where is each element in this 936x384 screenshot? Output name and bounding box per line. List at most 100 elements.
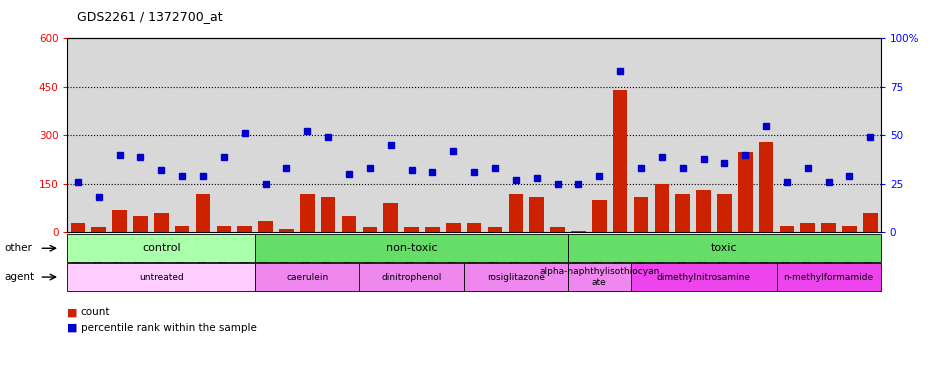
Text: agent: agent bbox=[5, 272, 35, 282]
Bar bbox=[171, 38, 193, 232]
Bar bbox=[154, 213, 168, 232]
Bar bbox=[110, 38, 130, 232]
Bar bbox=[403, 227, 418, 232]
Text: percentile rank within the sample: percentile rank within the sample bbox=[80, 323, 256, 333]
Bar bbox=[630, 38, 651, 232]
Bar bbox=[817, 38, 838, 232]
Bar bbox=[838, 38, 859, 232]
Bar bbox=[651, 38, 671, 232]
Text: other: other bbox=[5, 243, 33, 253]
Bar bbox=[234, 38, 255, 232]
Bar bbox=[317, 38, 338, 232]
Bar bbox=[446, 223, 461, 232]
Bar bbox=[817, 38, 838, 232]
Bar bbox=[213, 38, 234, 232]
Bar bbox=[130, 38, 151, 232]
Text: rosiglitazone: rosiglitazone bbox=[487, 273, 544, 281]
Text: n-methylformamide: n-methylformamide bbox=[782, 273, 872, 281]
Bar bbox=[362, 227, 377, 232]
Bar bbox=[359, 38, 380, 232]
Bar bbox=[693, 38, 713, 232]
Bar bbox=[421, 38, 443, 232]
Bar bbox=[112, 210, 126, 232]
Bar bbox=[92, 227, 106, 232]
Bar bbox=[383, 203, 398, 232]
Bar bbox=[258, 221, 272, 232]
Bar bbox=[776, 38, 797, 232]
Bar bbox=[401, 38, 421, 232]
Bar bbox=[754, 38, 776, 232]
Bar bbox=[797, 38, 817, 232]
Bar bbox=[841, 226, 856, 232]
Bar bbox=[466, 223, 481, 232]
Bar bbox=[255, 38, 276, 232]
Bar bbox=[297, 38, 317, 232]
Bar bbox=[70, 223, 85, 232]
Bar bbox=[716, 194, 731, 232]
Bar bbox=[693, 38, 713, 232]
Bar bbox=[151, 38, 171, 232]
Bar bbox=[651, 38, 671, 232]
Bar bbox=[342, 216, 356, 232]
Text: non-toxic: non-toxic bbox=[386, 243, 437, 253]
Bar bbox=[505, 38, 526, 232]
Bar bbox=[110, 38, 130, 232]
Bar bbox=[526, 38, 547, 232]
Bar bbox=[175, 226, 189, 232]
Bar bbox=[526, 38, 547, 232]
Bar bbox=[671, 38, 693, 232]
Bar bbox=[654, 184, 668, 232]
Bar bbox=[547, 38, 567, 232]
Bar bbox=[171, 38, 193, 232]
Bar bbox=[609, 38, 630, 232]
Bar bbox=[67, 38, 88, 232]
Bar bbox=[196, 194, 210, 232]
Bar bbox=[754, 38, 776, 232]
Bar bbox=[612, 90, 627, 232]
Bar bbox=[88, 38, 110, 232]
Bar bbox=[484, 38, 505, 232]
Bar bbox=[216, 226, 231, 232]
Bar bbox=[862, 213, 877, 232]
Bar bbox=[234, 38, 255, 232]
Text: alpha-naphthylisothiocyan
ate: alpha-naphthylisothiocyan ate bbox=[538, 267, 659, 287]
Bar bbox=[549, 227, 564, 232]
Bar bbox=[799, 223, 814, 232]
Bar bbox=[609, 38, 630, 232]
Bar bbox=[213, 38, 234, 232]
Bar bbox=[505, 38, 526, 232]
Bar bbox=[279, 229, 293, 232]
Bar bbox=[421, 38, 443, 232]
Bar bbox=[776, 38, 797, 232]
Bar bbox=[443, 38, 463, 232]
Bar bbox=[758, 142, 772, 232]
Bar bbox=[633, 197, 648, 232]
Bar bbox=[567, 38, 588, 232]
Bar bbox=[380, 38, 401, 232]
Bar bbox=[713, 38, 734, 232]
Bar bbox=[425, 227, 439, 232]
Bar bbox=[588, 38, 609, 232]
Bar bbox=[237, 226, 252, 232]
Bar bbox=[797, 38, 817, 232]
Bar bbox=[671, 38, 693, 232]
Bar bbox=[255, 38, 276, 232]
Bar bbox=[588, 38, 609, 232]
Bar bbox=[320, 197, 335, 232]
Bar bbox=[359, 38, 380, 232]
Bar bbox=[738, 152, 752, 232]
Bar bbox=[88, 38, 110, 232]
Bar bbox=[734, 38, 754, 232]
Text: dimethylnitrosamine: dimethylnitrosamine bbox=[656, 273, 750, 281]
Bar bbox=[276, 38, 297, 232]
Text: caerulein: caerulein bbox=[285, 273, 328, 281]
Bar bbox=[276, 38, 297, 232]
Text: GDS2261 / 1372700_at: GDS2261 / 1372700_at bbox=[77, 10, 222, 23]
Bar bbox=[193, 38, 213, 232]
Bar bbox=[317, 38, 338, 232]
Bar bbox=[380, 38, 401, 232]
Bar bbox=[859, 38, 880, 232]
Bar bbox=[713, 38, 734, 232]
Bar bbox=[130, 38, 151, 232]
Text: ■: ■ bbox=[67, 323, 78, 333]
